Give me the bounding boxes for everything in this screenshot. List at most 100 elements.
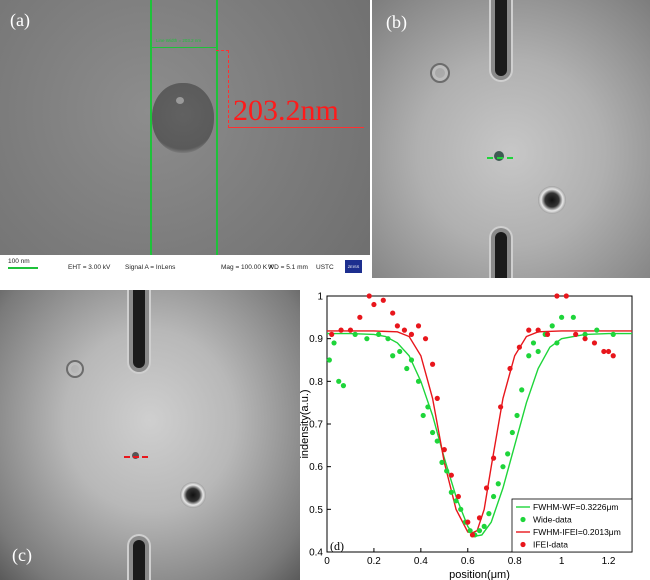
panel-label-d: (d) [330, 539, 344, 553]
scale-label: 100 nm [8, 258, 30, 265]
optical-image-panel-b: (b) [372, 0, 650, 278]
data-point [591, 340, 598, 346]
x-tick-label: 1 [559, 556, 565, 567]
data-point [610, 353, 616, 359]
legend-dot-swatch [520, 516, 526, 523]
data-point [420, 412, 426, 419]
x-tick-label: 0.6 [461, 556, 475, 567]
data-point [544, 331, 551, 337]
speck [176, 97, 184, 104]
measure-line-left [150, 0, 152, 278]
y-tick-label: 0.9 [309, 334, 323, 345]
red-dimension-horizontal-top [216, 50, 229, 52]
panel-label-a: (a) [10, 10, 30, 30]
data-point [357, 314, 363, 320]
data-point [408, 357, 415, 363]
data-point [336, 378, 342, 384]
y-tick-label: 1 [317, 292, 323, 303]
data-point [535, 327, 541, 333]
data-point [526, 327, 532, 333]
data-point [514, 412, 520, 419]
target-spot [132, 452, 139, 459]
probe-top [495, 0, 507, 76]
legend-dot-swatch [520, 541, 526, 548]
chart-svg: 0 0.2 0.4 0.6 0.8 1 1.2 0.4 0.5 0.6 0.7 0.8 0.9 1 posi… [300, 292, 633, 580]
data-point [573, 331, 579, 337]
red-marker [124, 456, 148, 458]
line-width-annotation: Line Width = 203.2 nm [156, 38, 202, 43]
data-point [434, 395, 440, 401]
y-tick-label: 0.5 [309, 505, 323, 516]
legend-box [511, 498, 633, 553]
data-point [415, 378, 422, 384]
legend-label: FWHM-IFEI=0.2013μm [533, 527, 621, 537]
fit-curve [327, 330, 632, 534]
y-axis-label: indensity(a.u.) [300, 389, 311, 458]
data-point [364, 336, 370, 342]
data-point [329, 331, 335, 337]
data-point [347, 327, 354, 333]
data-point [434, 438, 440, 444]
y-tick-label: 0.7 [309, 420, 323, 431]
data-point [519, 387, 525, 393]
data-point [481, 523, 487, 529]
data-point [455, 493, 461, 500]
data-point [340, 383, 347, 389]
scale-bar [8, 267, 38, 269]
x-tick-label: 0.4 [414, 556, 428, 567]
data-point [415, 323, 422, 329]
data-point [582, 336, 588, 342]
measure-line-right [216, 0, 218, 278]
sem-info-bar: 100 nm EHT = 3.00 kV Signal A = InLens M… [0, 255, 370, 278]
x-tick-label: 0.2 [367, 556, 381, 567]
nanohole [152, 83, 214, 153]
data-point [371, 301, 377, 308]
data-point [408, 331, 415, 337]
red-dimension-horizontal [228, 127, 364, 128]
bead [538, 186, 566, 214]
panel-label-b: (b) [386, 12, 407, 32]
measure-hline [152, 47, 216, 48]
data-point [594, 327, 600, 333]
sem-image-panel: Line Width = 203.2 nm 203.2nm (a) 100 nm… [0, 0, 370, 278]
data-point [469, 532, 476, 538]
org-text: USTC [316, 264, 334, 271]
data-point [448, 472, 454, 478]
intensity-profile-chart: 0 0.2 0.4 0.6 0.8 1 1.2 0.4 0.5 0.6 0.7 0.8 0.9 1 posi… [300, 286, 650, 580]
data-point [507, 365, 513, 372]
data-point [509, 429, 515, 436]
data-point [441, 447, 447, 453]
data-point [380, 297, 386, 303]
bead [180, 482, 206, 508]
data-point [429, 361, 436, 367]
data-point [486, 511, 492, 517]
data-point [483, 485, 490, 491]
y-tick-label: 0.6 [309, 462, 323, 473]
signal-text: Signal A = InLens [125, 264, 176, 271]
data-point [444, 468, 450, 474]
particle-ring [430, 63, 450, 83]
data-point [429, 429, 436, 436]
probe-bottom [495, 232, 507, 278]
data-point [495, 481, 501, 487]
legend-label: Wide-data [533, 515, 572, 525]
eht-text: EHT = 3.00 kV [68, 264, 111, 271]
data-point [516, 344, 522, 350]
data-point [326, 357, 332, 363]
probe-bottom [133, 540, 145, 580]
y-tick-label: 0.8 [309, 377, 323, 388]
x-axis-label: position(μm) [449, 569, 510, 580]
y-tick-label: 0.4 [309, 548, 323, 559]
data-point [500, 464, 506, 470]
optical-image-panel-c: (c) [0, 290, 300, 580]
legend-label: FWHM-WF=0.3226μm [533, 502, 618, 512]
data-point [390, 353, 396, 359]
data-point [601, 348, 607, 355]
x-tick-label: 0.8 [508, 556, 522, 567]
data-point [385, 336, 391, 342]
data-point [458, 506, 464, 512]
red-dimension-vertical [228, 50, 230, 128]
particle-ring [66, 360, 84, 378]
data-point [331, 340, 337, 346]
wd-text: WD = 5.1 mm [268, 264, 308, 271]
